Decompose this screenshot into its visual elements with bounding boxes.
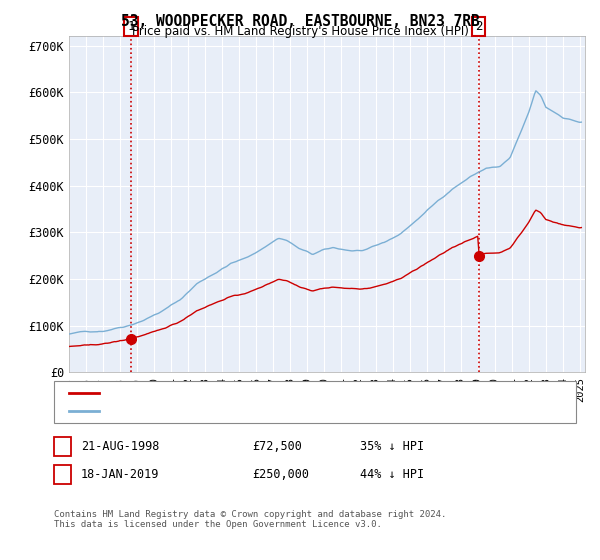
Text: 44% ↓ HPI: 44% ↓ HPI (360, 468, 424, 482)
Text: 1: 1 (127, 20, 135, 33)
Text: 21-AUG-1998: 21-AUG-1998 (81, 440, 160, 454)
Text: 53, WOODPECKER ROAD, EASTBOURNE, BN23 7RB (detached house): 53, WOODPECKER ROAD, EASTBOURNE, BN23 7R… (103, 388, 466, 398)
Text: HPI: Average price, detached house, Eastbourne: HPI: Average price, detached house, East… (103, 406, 391, 416)
Text: 2: 2 (59, 468, 66, 482)
Text: Contains HM Land Registry data © Crown copyright and database right 2024.
This d: Contains HM Land Registry data © Crown c… (54, 510, 446, 529)
Text: Price paid vs. HM Land Registry's House Price Index (HPI): Price paid vs. HM Land Registry's House … (131, 25, 469, 38)
Text: 35% ↓ HPI: 35% ↓ HPI (360, 440, 424, 454)
Text: 53, WOODPECKER ROAD, EASTBOURNE, BN23 7RB: 53, WOODPECKER ROAD, EASTBOURNE, BN23 7R… (121, 14, 479, 29)
Text: £250,000: £250,000 (252, 468, 309, 482)
Text: 18-JAN-2019: 18-JAN-2019 (81, 468, 160, 482)
Text: 2: 2 (475, 20, 482, 33)
Text: £72,500: £72,500 (252, 440, 302, 454)
Text: 1: 1 (59, 440, 66, 454)
